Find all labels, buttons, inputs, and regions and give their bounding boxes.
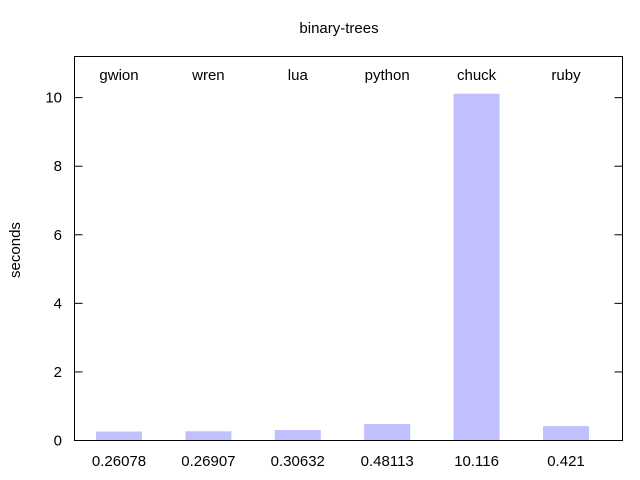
x-axis-labels: 0.26078 0.26907 0.30632 0.48113 10.116 0.421 xyxy=(92,453,585,470)
bar-lua xyxy=(274,429,321,441)
value-label-ruby: 0.421 xyxy=(547,453,585,470)
bars-group xyxy=(96,93,589,441)
category-label-wren: wren xyxy=(191,67,225,84)
y-tick-label-4: 4 xyxy=(54,295,62,312)
bar-wren xyxy=(185,431,232,441)
category-label-chuck: chuck xyxy=(457,67,497,84)
plot-frame xyxy=(74,56,623,441)
bar-gwion xyxy=(96,431,142,441)
category-label-lua: lua xyxy=(288,67,309,84)
chart-title: binary-trees xyxy=(299,20,378,37)
category-label-gwion: gwion xyxy=(99,67,138,84)
y-axis-ticks: 0 2 4 6 8 10 xyxy=(45,90,623,450)
y-tick-label-2: 2 xyxy=(54,364,62,381)
category-label-ruby: ruby xyxy=(551,67,581,84)
value-label-wren: 0.26907 xyxy=(181,453,235,470)
category-label-python: python xyxy=(365,67,410,84)
y-axis-label: seconds xyxy=(7,222,24,278)
value-label-lua: 0.30632 xyxy=(271,453,325,470)
bar-python xyxy=(364,424,411,441)
value-label-chuck: 10.116 xyxy=(454,453,499,470)
bar-ruby xyxy=(543,426,589,441)
y-tick-label-0: 0 xyxy=(54,433,62,450)
y-tick-label-10: 10 xyxy=(45,90,62,107)
y-tick-label-8: 8 xyxy=(54,158,62,175)
y-tick-label-6: 6 xyxy=(54,227,62,244)
value-label-python: 0.48113 xyxy=(361,453,414,470)
bar-chuck xyxy=(453,93,500,441)
value-label-gwion: 0.26078 xyxy=(92,453,146,470)
category-labels: gwion wren lua python chuck ruby xyxy=(99,67,581,84)
